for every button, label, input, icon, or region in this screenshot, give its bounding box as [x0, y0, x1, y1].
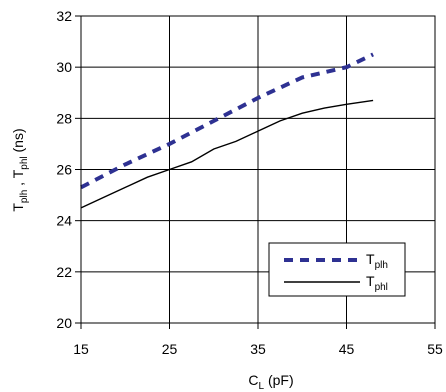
series-line-plh: [80, 52, 374, 190]
y-axis-label: Tplh , Tphl (ns): [10, 128, 30, 211]
y-axis-label-a-subscript: plh: [19, 190, 30, 203]
y-axis-label-b-subscript: phl: [19, 156, 30, 169]
x-axis-label-unit: (pF): [264, 372, 294, 388]
y-axis-label-b-main: T: [10, 169, 26, 178]
y-tick-label: 26: [56, 162, 72, 178]
x-tick-label: 55: [427, 341, 443, 357]
y-axis-ticks: 20 22 24 26 28 30 32: [56, 8, 81, 331]
x-tick-label: 15: [73, 341, 89, 357]
y-tick-label: 24: [56, 213, 72, 229]
legend-label-plh-subscript: plh: [375, 260, 388, 271]
legend-label-phl: Tphl: [366, 273, 388, 293]
y-axis-label-a-main: T: [10, 203, 26, 212]
legend: Tplh Tphl: [268, 242, 406, 297]
y-axis-label-separator: ,: [10, 178, 26, 189]
x-axis-ticks: 15 25 35 45 55: [73, 323, 443, 357]
y-tick-label: 22: [56, 264, 72, 280]
y-axis-label-unit: (ns): [10, 128, 26, 156]
legend-label-phl-subscript: phl: [375, 282, 388, 293]
legend-label-phl-main: T: [366, 273, 375, 289]
y-tick-label: 30: [56, 59, 72, 75]
series-line-phl: [80, 99, 374, 209]
legend-label-plh: Tplh: [366, 251, 388, 271]
x-axis-label-main: C: [248, 372, 258, 388]
series-layer: [80, 52, 374, 209]
x-tick-label: 35: [250, 341, 266, 357]
y-tick-label: 20: [56, 315, 72, 331]
x-axis-label-subscript: L: [259, 381, 265, 392]
legend-label-plh-main: T: [366, 251, 375, 267]
x-tick-label: 45: [339, 341, 355, 357]
y-tick-label: 28: [56, 110, 72, 126]
x-axis-label: CL (pF): [248, 372, 293, 392]
x-tick-label: 25: [162, 341, 178, 357]
y-tick-label: 32: [56, 8, 72, 24]
legend-box: [268, 242, 406, 297]
